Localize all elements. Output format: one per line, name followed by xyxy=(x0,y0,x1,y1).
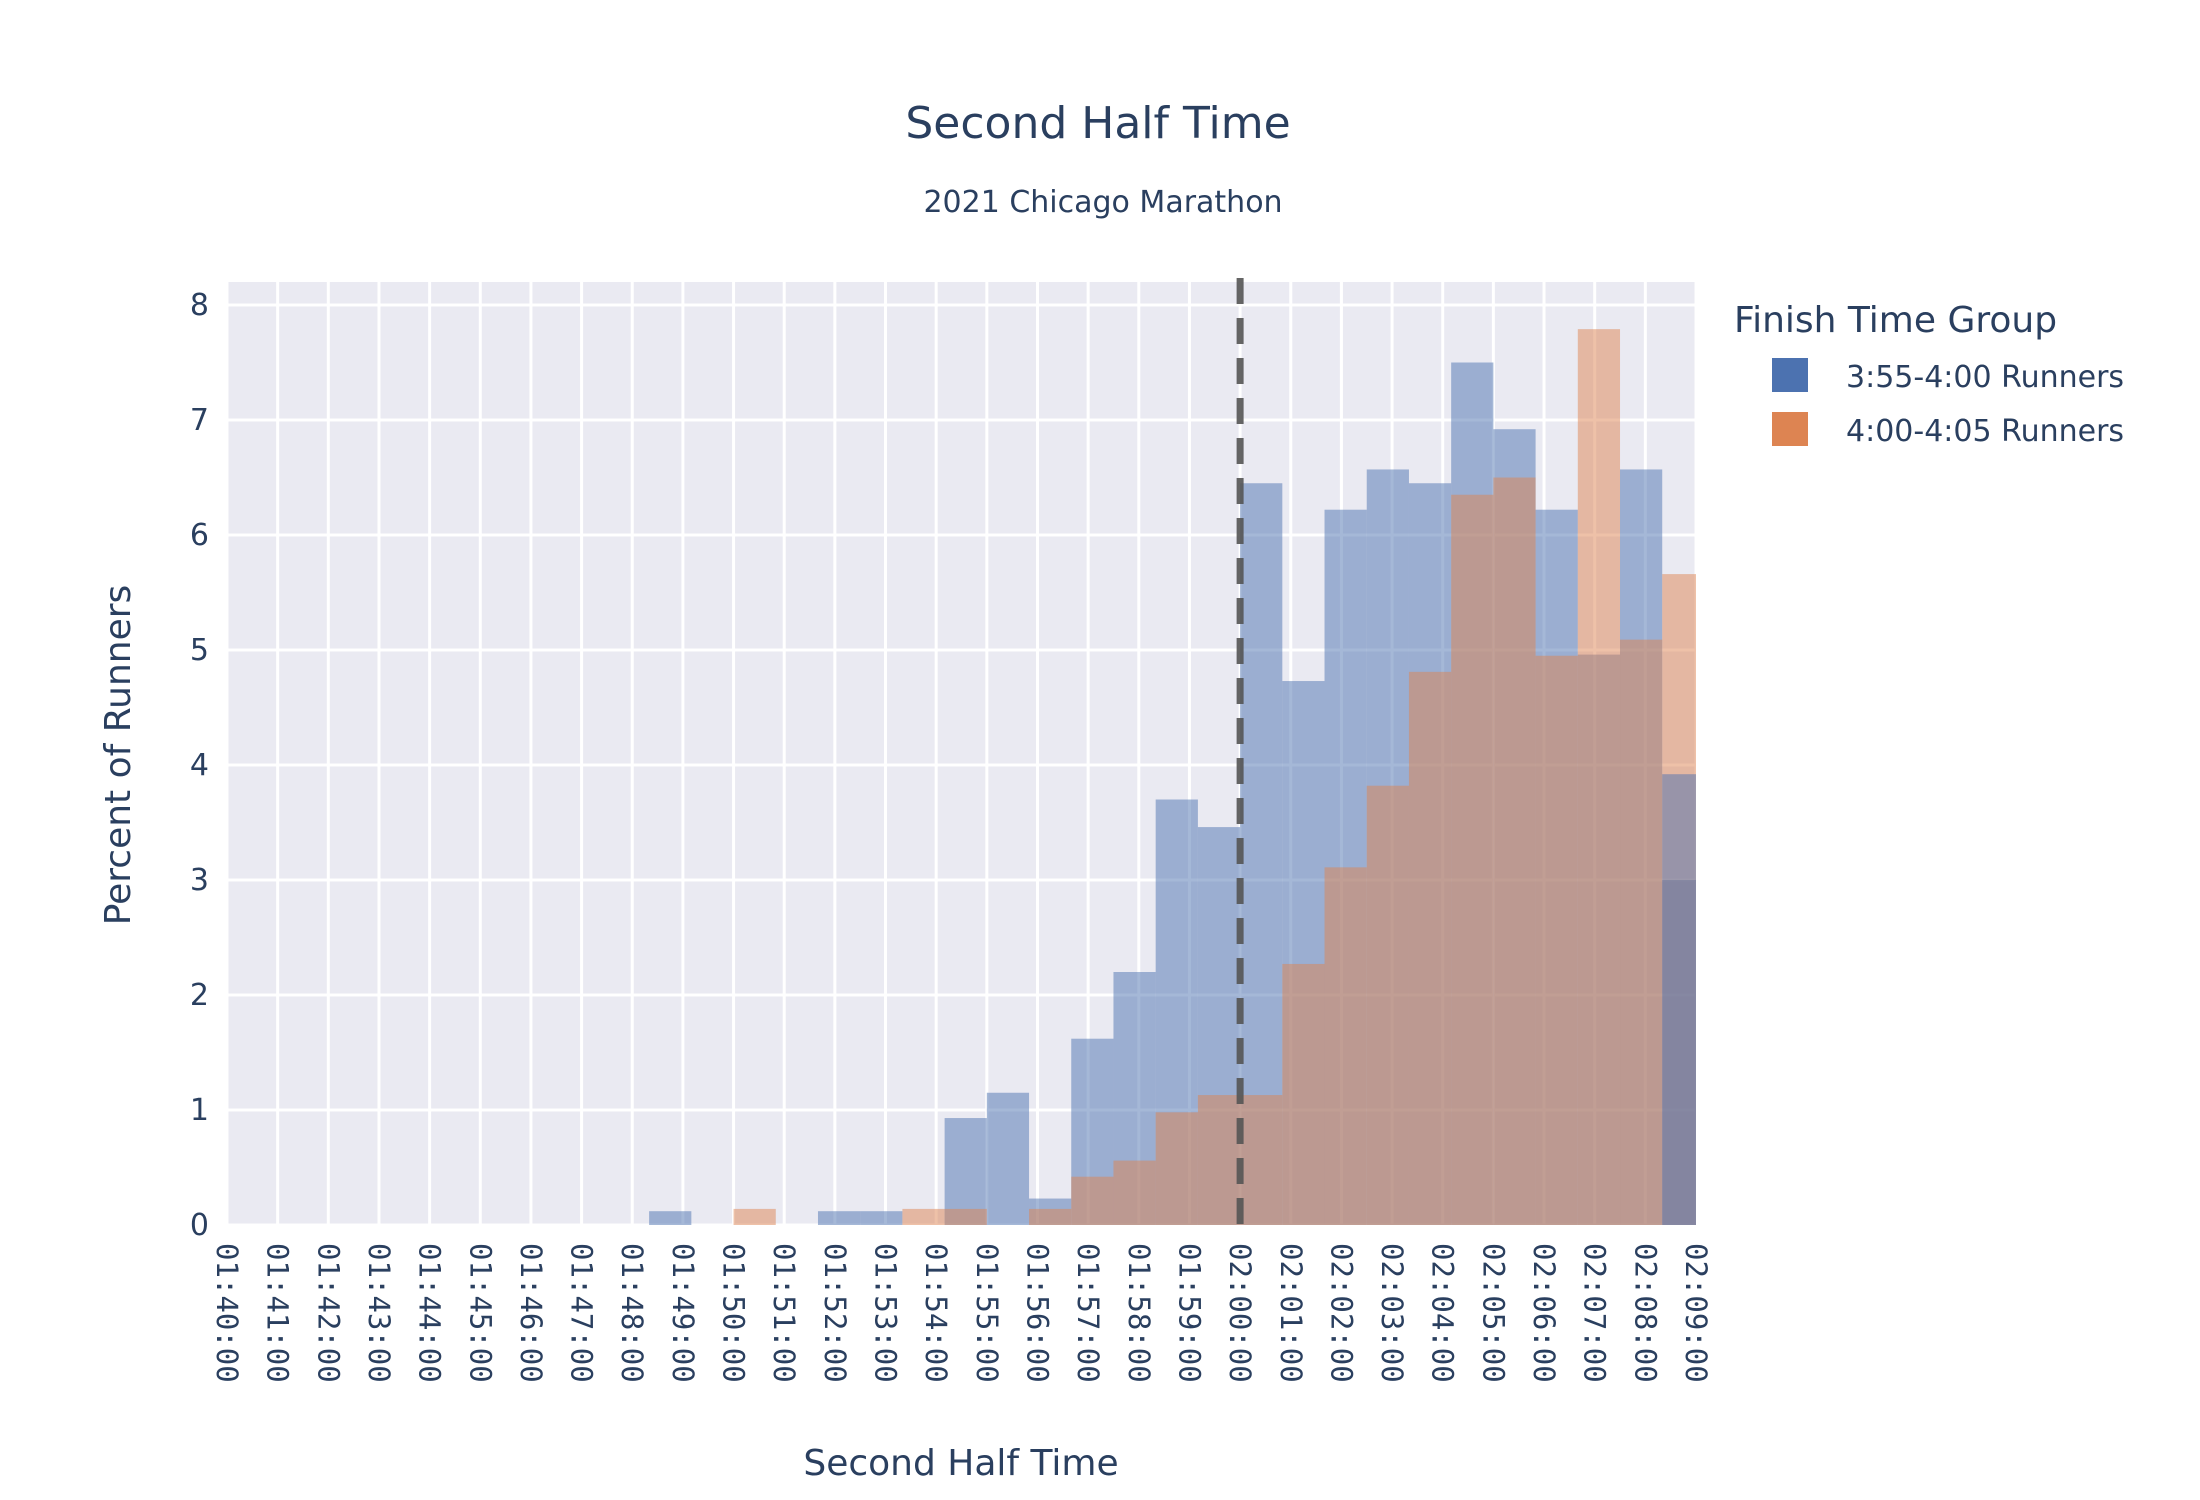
y-tick-label: 3 xyxy=(190,863,209,898)
x-tick-label: 01:59:00 xyxy=(1172,1243,1206,1383)
histogram-bar[interactable] xyxy=(1197,1095,1241,1225)
x-tick-label: 01:47:00 xyxy=(565,1243,599,1383)
x-tick-label: 01:43:00 xyxy=(362,1243,396,1383)
y-tick-label: 2 xyxy=(190,978,209,1013)
y-tick-label: 8 xyxy=(190,288,209,323)
histogram-bar[interactable] xyxy=(1240,1095,1283,1225)
x-tick-label: 01:45:00 xyxy=(463,1243,497,1383)
chart-title: Second Half Time xyxy=(905,98,1290,149)
x-tick-labels: 01:40:00 01:41:00 01:42:00 01:43:00 01:44:00… xyxy=(210,1243,1713,1383)
histogram-bar[interactable] xyxy=(1493,477,1536,1226)
histogram-bar[interactable] xyxy=(1620,639,1663,1225)
x-tick-label: 01:54:00 xyxy=(919,1243,953,1383)
x-tick-label: 01:57:00 xyxy=(1071,1243,1105,1383)
histogram-bar[interactable] xyxy=(986,1092,1030,1225)
legend-label-series-b: 4:00-4:05 Runners xyxy=(1846,414,2124,449)
x-axis-title: Second Half Time xyxy=(803,1443,1118,1484)
x-tick-label: 01:42:00 xyxy=(311,1243,345,1383)
y-tick-label: 0 xyxy=(190,1208,209,1243)
y-tick-label: 5 xyxy=(190,633,209,668)
histogram-bar[interactable] xyxy=(733,1208,776,1225)
histogram-bar[interactable] xyxy=(1662,774,1696,1225)
histogram-bar[interactable] xyxy=(1535,655,1578,1225)
x-tick-label: 01:55:00 xyxy=(970,1243,1004,1383)
x-tick-label: 01:44:00 xyxy=(413,1243,447,1383)
histogram-bar[interactable] xyxy=(944,1208,987,1225)
histogram-bar[interactable] xyxy=(944,1118,987,1225)
x-tick-label: 01:46:00 xyxy=(514,1243,548,1383)
legend-title: Finish Time Group xyxy=(1734,300,2057,341)
y-axis-title: Percent of Runners xyxy=(98,585,139,926)
x-tick-label: 02:03:00 xyxy=(1375,1243,1409,1383)
histogram-bar[interactable] xyxy=(1577,329,1621,1225)
histogram-bar[interactable] xyxy=(860,1211,903,1225)
y-tick-label: 7 xyxy=(190,403,209,438)
x-tick-label: 01:51:00 xyxy=(767,1243,801,1383)
x-tick-label: 01:58:00 xyxy=(1122,1243,1156,1383)
legend-item-series-a[interactable]: 3:55-4:00 Runners xyxy=(1772,358,2124,395)
y-tick-labels: 0 1 2 3 4 5 6 7 8 xyxy=(190,288,209,1243)
x-tick-label: 02:08:00 xyxy=(1628,1243,1662,1383)
x-tick-label: 02:00:00 xyxy=(1223,1243,1257,1383)
histogram-bar[interactable] xyxy=(1155,1112,1198,1225)
x-tick-label: 01:56:00 xyxy=(1020,1243,1054,1383)
histogram-bar[interactable] xyxy=(1071,1176,1114,1225)
histogram-bar[interactable] xyxy=(1029,1208,1072,1225)
x-tick-label: 02:09:00 xyxy=(1679,1243,1713,1383)
x-tick-label: 01:41:00 xyxy=(261,1243,295,1383)
x-tick-label: 01:49:00 xyxy=(666,1243,700,1383)
x-tick-label: 01:50:00 xyxy=(717,1243,751,1383)
x-tick-label: 02:07:00 xyxy=(1578,1243,1612,1383)
histogram-bar[interactable] xyxy=(902,1208,945,1225)
x-tick-label: 02:04:00 xyxy=(1426,1243,1460,1383)
histogram-bar[interactable] xyxy=(1366,785,1409,1225)
legend: Finish Time Group 3:55-4:00 Runners 4:00… xyxy=(1734,300,2124,449)
legend-swatch-series-a xyxy=(1772,358,1808,392)
x-tick-label: 01:53:00 xyxy=(869,1243,903,1383)
histogram-bar[interactable] xyxy=(1408,671,1452,1225)
legend-item-series-b[interactable]: 4:00-4:05 Runners xyxy=(1772,412,2124,449)
chart-subtitle: 2021 Chicago Marathon xyxy=(923,185,1282,220)
y-tick-label: 1 xyxy=(190,1093,209,1128)
histogram-bar[interactable] xyxy=(1451,494,1494,1225)
histogram-bar[interactable] xyxy=(1282,963,1325,1225)
histogram-bar[interactable] xyxy=(1324,867,1367,1225)
legend-label-series-a: 3:55-4:00 Runners xyxy=(1846,360,2124,395)
x-tick-label: 02:05:00 xyxy=(1476,1243,1510,1383)
x-tick-label: 02:06:00 xyxy=(1527,1243,1561,1383)
x-tick-label: 02:01:00 xyxy=(1274,1243,1308,1383)
x-tick-label: 01:40:00 xyxy=(210,1243,244,1383)
y-tick-label: 4 xyxy=(190,748,209,783)
x-tick-label: 01:52:00 xyxy=(818,1243,852,1383)
y-tick-label: 6 xyxy=(190,518,209,553)
x-tick-label: 02:02:00 xyxy=(1324,1243,1358,1383)
x-tick-label: 01:48:00 xyxy=(615,1243,649,1383)
series-b-bars xyxy=(733,329,1696,1226)
histogram-bar[interactable] xyxy=(817,1211,861,1225)
legend-swatch-series-b xyxy=(1772,412,1808,446)
histogram-bar[interactable] xyxy=(649,1211,692,1225)
histogram-bar[interactable] xyxy=(1113,1160,1156,1225)
series-a-tail-bars xyxy=(1662,774,1696,1225)
